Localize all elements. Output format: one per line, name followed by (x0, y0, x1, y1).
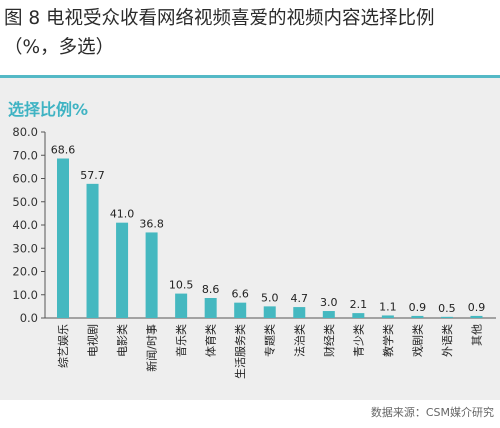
data-label: 5.0 (261, 291, 279, 304)
bar (57, 158, 69, 318)
x-tick-label: 生活服务类 (233, 324, 247, 379)
data-label: 6.6 (231, 288, 249, 301)
x-tick-label: 电视剧 (86, 324, 100, 357)
title-line-2: （%，多选） (4, 37, 115, 58)
y-tick-label: 30.0 (12, 241, 38, 255)
x-tick-label: 专题类 (263, 324, 277, 357)
bar (263, 306, 276, 318)
x-tick-label: 其他 (470, 324, 483, 346)
data-label: 2.1 (350, 298, 368, 311)
data-label: 57.7 (80, 169, 105, 182)
x-tick-label: 青少类 (351, 324, 365, 357)
y-tick-label: 60.0 (12, 172, 38, 186)
data-label: 4.7 (291, 292, 309, 305)
bar (293, 307, 306, 318)
bar (234, 302, 247, 318)
bar (322, 311, 335, 318)
y-tick-label: 0.0 (20, 311, 38, 325)
bar (204, 298, 217, 318)
bar (411, 315, 424, 318)
x-tick-label: 外语类 (440, 324, 454, 357)
bar (86, 183, 99, 318)
data-label: 68.6 (51, 144, 76, 157)
y-tick-label: 70.0 (12, 148, 38, 162)
title-line-1: 图 8 电视受众收看网络视频喜爱的视频内容选择比例 (4, 8, 435, 29)
x-tick-label: 体育类 (204, 324, 218, 357)
x-tick-label: 财经类 (322, 324, 336, 357)
bar (116, 222, 129, 318)
y-tick-label: 40.0 (12, 218, 38, 232)
y-tick-label: 80.0 (12, 125, 38, 139)
y-tick-label: 10.0 (12, 288, 38, 302)
title-divider (0, 75, 500, 78)
bar-chart: 0.0 10.0 20.0 30.0 40.0 50.0 60.0 70.0 80.0 68.6 综… (12, 125, 496, 379)
bar (145, 232, 158, 318)
x-tick-label: 新闻/时事 (145, 324, 159, 372)
chart-panel (0, 78, 500, 400)
x-tick-label: 音乐类 (174, 324, 188, 357)
data-label: 3.0 (320, 296, 338, 309)
data-label: 0.9 (409, 301, 427, 314)
data-label: 8.6 (202, 283, 220, 296)
bar (381, 315, 394, 318)
chart-title: 图 8 电视受众收看网络视频喜爱的视频内容选择比例 （%，多选） (4, 4, 496, 62)
data-label: 1.1 (379, 300, 397, 313)
x-tick-label: 综艺娱乐 (56, 324, 70, 368)
data-label: 36.8 (139, 217, 164, 230)
chart-subtitle: 选择比例% (8, 100, 89, 119)
bar (175, 293, 188, 318)
data-label: 41.0 (110, 208, 135, 221)
data-label: 0.9 (468, 301, 486, 314)
x-tick-label: 电影类 (115, 324, 129, 357)
data-label: 0.5 (438, 302, 456, 315)
x-tick-label: 戏剧类 (410, 324, 424, 357)
source-note: 数据来源：CSM媒介研究 (370, 406, 494, 419)
bar (440, 316, 453, 318)
y-tick-label: 20.0 (12, 265, 38, 279)
bar (470, 315, 483, 318)
y-tick-label: 50.0 (12, 195, 38, 209)
x-tick-label: 教学类 (381, 324, 395, 357)
bar (352, 313, 365, 318)
x-tick-label: 法治类 (292, 324, 306, 357)
data-label: 10.5 (169, 279, 194, 292)
